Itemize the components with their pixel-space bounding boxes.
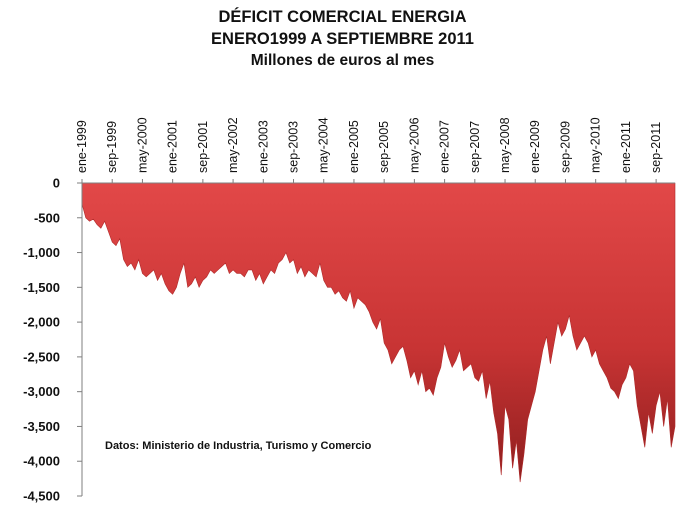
chart-subtitle: ENERO1999 A SEPTIEMBRE 2011 xyxy=(211,30,474,48)
y-tick-label: 0 xyxy=(53,176,60,191)
y-tick-label: -1,500 xyxy=(23,280,60,295)
x-tick-label: may-2000 xyxy=(135,117,149,173)
deficit-area-series xyxy=(81,182,676,483)
x-tick-label: sep-1999 xyxy=(105,121,119,173)
y-tick-label: -4,500 xyxy=(23,489,60,504)
x-tick-label: ene-1999 xyxy=(75,120,89,173)
chart-title: DÉFICIT COMERCIAL ENERGIA xyxy=(218,8,467,26)
source-annotation: Datos: Ministerio de Industria, Turismo … xyxy=(105,440,372,452)
x-tick-label: sep-2001 xyxy=(196,121,210,173)
x-tick-label: may-2008 xyxy=(498,117,512,173)
chart-units-label: Millones de euros al mes xyxy=(250,52,435,69)
x-tick-label: may-2004 xyxy=(317,117,331,173)
x-tick-label: ene-2011 xyxy=(619,121,633,173)
x-tick-label: sep-2009 xyxy=(558,121,572,173)
x-tick-label: may-2006 xyxy=(407,117,421,173)
x-tick-label: ene-2007 xyxy=(438,120,452,173)
y-tick-label: -1,000 xyxy=(23,245,60,260)
chart-title-block: DÉFICIT COMERCIAL ENERGIA ENERO1999 A SE… xyxy=(0,6,685,72)
x-tick-label: sep-2003 xyxy=(287,121,301,173)
y-tick-label: -2,000 xyxy=(23,315,60,330)
x-tick-label: sep-2011 xyxy=(649,122,663,173)
y-tick-label: -3,000 xyxy=(23,384,60,399)
x-tick-label: sep-2007 xyxy=(468,121,482,173)
x-tick-label: ene-2001 xyxy=(166,120,180,173)
x-tick-label: sep-2005 xyxy=(377,121,391,173)
y-tick-label: -4,000 xyxy=(23,454,60,469)
y-tick-label: -3,500 xyxy=(23,419,60,434)
y-tick-label: -2,500 xyxy=(23,349,60,364)
x-tick-label: ene-2003 xyxy=(256,120,270,173)
x-tick-label: may-2010 xyxy=(589,117,603,173)
x-tick-label: ene-2009 xyxy=(528,120,542,173)
y-tick-label: -500 xyxy=(34,210,60,225)
x-tick-label: may-2002 xyxy=(226,117,240,173)
x-tick-label: ene-2005 xyxy=(347,120,361,173)
